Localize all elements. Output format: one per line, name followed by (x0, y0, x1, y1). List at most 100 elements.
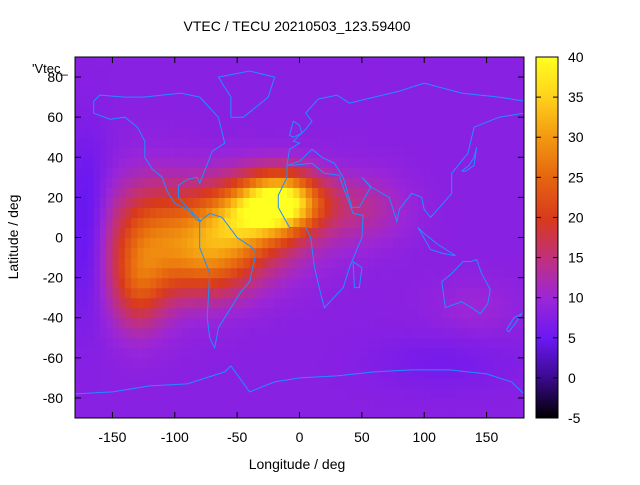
heatmap-cell (393, 97, 400, 108)
heatmap-cell (212, 177, 220, 188)
heatmap-cell (156, 317, 163, 329)
heatmap-cell (343, 347, 350, 359)
heatmap-cell (355, 317, 363, 329)
heatmap-cell (187, 167, 195, 178)
heatmap-cell (511, 247, 519, 259)
heatmap-cell (405, 347, 413, 359)
heatmap-cell (187, 297, 195, 309)
heatmap-cell (255, 167, 263, 178)
heatmap-cell (455, 97, 463, 108)
heatmap-cell (386, 397, 394, 409)
heatmap-cell (336, 87, 344, 98)
heatmap-cell (224, 297, 232, 309)
heatmap-cell (99, 217, 107, 229)
heatmap-cell (386, 377, 394, 389)
heatmap-cell (424, 367, 432, 379)
heatmap-cell (268, 97, 276, 108)
heatmap-cell (230, 377, 238, 389)
heatmap-cell (474, 317, 481, 329)
heatmap-cell (505, 217, 513, 229)
heatmap-cell (137, 127, 145, 138)
heatmap-cell (218, 107, 226, 118)
heatmap-cell (486, 97, 494, 108)
heatmap-cell (75, 247, 82, 259)
heatmap-cell (492, 137, 500, 148)
coastline (461, 147, 478, 172)
heatmap-cell (361, 137, 369, 148)
heatmap-cell (430, 327, 438, 339)
heatmap-cell (81, 87, 89, 98)
heatmap-cell (99, 117, 107, 128)
heatmap-cell (106, 197, 114, 209)
heatmap-cell (262, 137, 269, 148)
heatmap-cell (193, 67, 201, 78)
heatmap-cell (93, 357, 101, 369)
heatmap-cell (168, 247, 176, 259)
heatmap-cell (386, 297, 394, 309)
heatmap-cell (106, 207, 114, 219)
heatmap-cell (492, 247, 500, 259)
heatmap-cell (237, 277, 244, 289)
heatmap-cell (374, 367, 382, 379)
heatmap-cell (87, 127, 95, 138)
heatmap-cell (318, 367, 326, 379)
heatmap-cell (224, 377, 232, 389)
heatmap-cell (75, 147, 82, 158)
heatmap-cell (455, 347, 463, 359)
heatmap-cell (311, 127, 319, 138)
heatmap-cell (93, 97, 101, 108)
heatmap-cell (112, 277, 120, 289)
heatmap-cell (393, 207, 400, 219)
heatmap-cell (106, 77, 114, 88)
heatmap-cell (218, 357, 226, 369)
heatmap-cell (474, 297, 481, 309)
heatmap-cell (106, 337, 114, 349)
heatmap-cell (430, 77, 438, 88)
heatmap-cell (81, 177, 89, 188)
heatmap-cell (143, 217, 151, 229)
heatmap-cell (486, 127, 494, 138)
heatmap-cell (324, 347, 332, 359)
heatmap-cell (249, 407, 257, 418)
heatmap-cell (499, 237, 506, 249)
heatmap-cell (274, 127, 282, 138)
heatmap-cell (486, 197, 494, 209)
heatmap-cell (505, 347, 513, 359)
heatmap-cell (374, 77, 382, 88)
heatmap-cell (374, 357, 382, 369)
heatmap-cell (386, 267, 394, 279)
heatmap-cell (280, 67, 288, 78)
heatmap-cell (318, 307, 326, 319)
heatmap-cell (249, 377, 257, 389)
heatmap-cell (156, 327, 163, 339)
heatmap-cell (405, 117, 413, 128)
heatmap-cell (499, 397, 506, 409)
heatmap-cell (467, 387, 475, 399)
heatmap-cell (455, 107, 463, 118)
coastline (352, 261, 363, 289)
heatmap-cell (411, 247, 419, 259)
heatmap-cell (461, 107, 469, 118)
heatmap-cell (199, 127, 207, 138)
heatmap-cell (311, 117, 319, 128)
heatmap-cell (137, 87, 145, 98)
heatmap-cell (318, 277, 326, 289)
heatmap-cell (174, 97, 182, 108)
heatmap-cell (218, 257, 226, 269)
heatmap-cell (187, 347, 195, 359)
heatmap-cell (430, 257, 438, 269)
heatmap-cell (87, 107, 95, 118)
heatmap-cell (430, 337, 438, 349)
heatmap-cell (449, 357, 457, 369)
heatmap-cell (181, 367, 188, 379)
heatmap-cell (230, 347, 238, 359)
y-tick-label: -80 (43, 390, 63, 406)
heatmap-cell (268, 217, 276, 229)
heatmap-cell (511, 347, 519, 359)
heatmap-cell (374, 127, 382, 138)
heatmap-cell (168, 77, 176, 88)
heatmap-cell (106, 257, 114, 269)
heatmap-cell (112, 327, 120, 339)
heatmap-cell (461, 57, 469, 68)
heatmap-cell (324, 207, 332, 219)
